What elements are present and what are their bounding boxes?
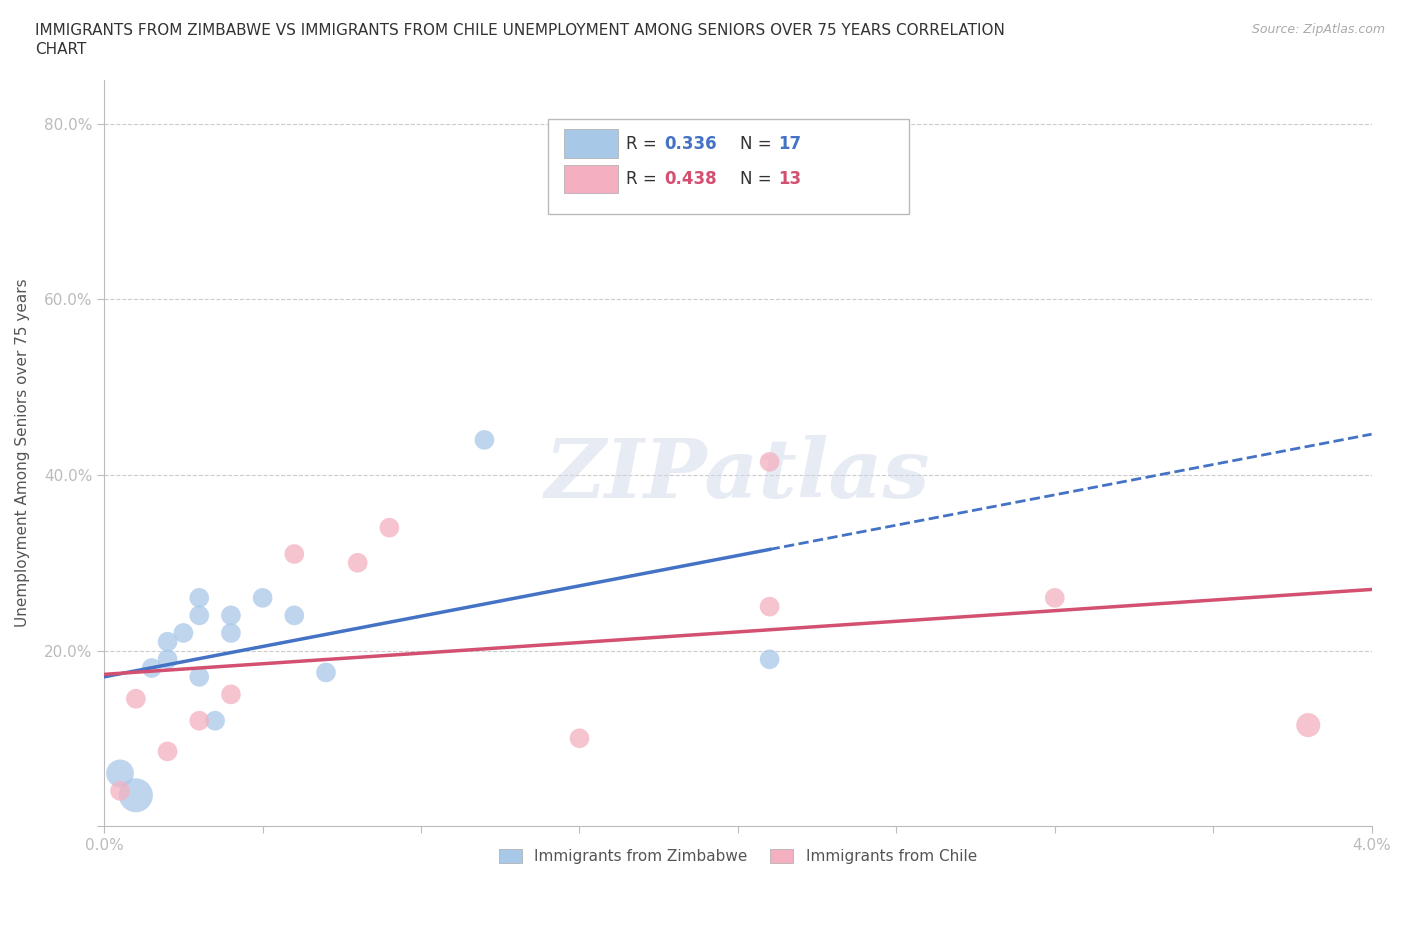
- Point: [568, 731, 591, 746]
- Point: [141, 660, 163, 675]
- Y-axis label: Unemployment Among Seniors over 75 years: Unemployment Among Seniors over 75 years: [15, 279, 30, 628]
- Text: 17: 17: [779, 135, 801, 153]
- Point: [252, 591, 274, 605]
- Text: 13: 13: [779, 170, 801, 188]
- Point: [204, 713, 226, 728]
- Point: [758, 455, 780, 470]
- Point: [219, 626, 242, 641]
- Text: N =: N =: [741, 135, 778, 153]
- Point: [758, 599, 780, 614]
- Point: [125, 691, 148, 706]
- Point: [1296, 718, 1319, 733]
- Point: [125, 788, 148, 803]
- Point: [156, 652, 179, 667]
- Point: [219, 687, 242, 702]
- Text: R =: R =: [627, 170, 662, 188]
- Point: [108, 783, 131, 798]
- Text: 0.438: 0.438: [665, 170, 717, 188]
- FancyBboxPatch shape: [548, 119, 910, 214]
- Point: [172, 626, 194, 641]
- Point: [188, 608, 211, 623]
- Point: [156, 634, 179, 649]
- Text: N =: N =: [741, 170, 778, 188]
- Point: [108, 766, 131, 781]
- Point: [315, 665, 337, 680]
- Legend: Immigrants from Zimbabwe, Immigrants from Chile: Immigrants from Zimbabwe, Immigrants fro…: [494, 844, 983, 870]
- Point: [474, 432, 496, 447]
- Point: [219, 608, 242, 623]
- Point: [378, 520, 401, 535]
- Text: CHART: CHART: [35, 42, 87, 57]
- Text: Source: ZipAtlas.com: Source: ZipAtlas.com: [1251, 23, 1385, 36]
- Point: [758, 652, 780, 667]
- FancyBboxPatch shape: [564, 129, 617, 158]
- Point: [283, 547, 305, 562]
- Point: [156, 744, 179, 759]
- Text: IMMIGRANTS FROM ZIMBABWE VS IMMIGRANTS FROM CHILE UNEMPLOYMENT AMONG SENIORS OVE: IMMIGRANTS FROM ZIMBABWE VS IMMIGRANTS F…: [35, 23, 1005, 38]
- Text: R =: R =: [627, 135, 662, 153]
- Point: [346, 555, 368, 570]
- Point: [1043, 591, 1066, 605]
- Point: [188, 713, 211, 728]
- Point: [188, 670, 211, 684]
- Point: [188, 591, 211, 605]
- FancyBboxPatch shape: [564, 166, 617, 193]
- Point: [283, 608, 305, 623]
- Text: 0.336: 0.336: [665, 135, 717, 153]
- Text: ZIPatlas: ZIPatlas: [546, 435, 931, 515]
